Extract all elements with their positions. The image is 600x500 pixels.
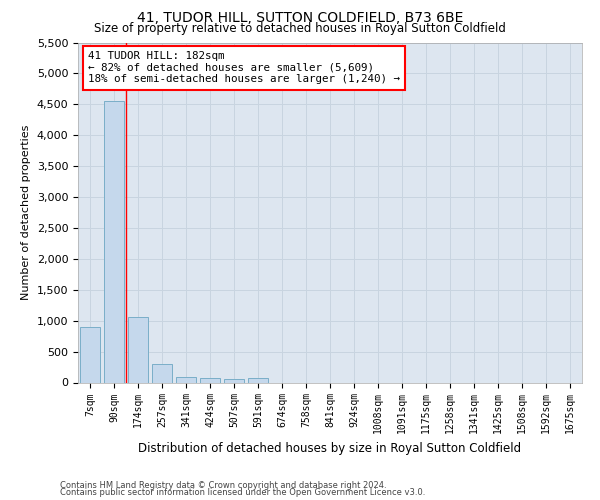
Bar [128,317,148,382]
Text: 41, TUDOR HILL, SUTTON COLDFIELD, B73 6BE: 41, TUDOR HILL, SUTTON COLDFIELD, B73 6B… [137,11,463,25]
Bar [176,377,196,382]
Y-axis label: Number of detached properties: Number of detached properties [21,125,31,300]
Bar [80,327,100,382]
Bar [248,378,268,382]
Bar [152,364,172,382]
Text: Size of property relative to detached houses in Royal Sutton Coldfield: Size of property relative to detached ho… [94,22,506,35]
Text: Contains public sector information licensed under the Open Government Licence v3: Contains public sector information licen… [60,488,425,497]
Text: 41 TUDOR HILL: 182sqm
← 82% of detached houses are smaller (5,609)
18% of semi-d: 41 TUDOR HILL: 182sqm ← 82% of detached … [88,51,400,84]
Bar [200,378,220,382]
Text: Contains HM Land Registry data © Crown copyright and database right 2024.: Contains HM Land Registry data © Crown c… [60,481,386,490]
Bar [224,379,244,382]
Bar [104,101,124,382]
X-axis label: Distribution of detached houses by size in Royal Sutton Coldfield: Distribution of detached houses by size … [139,442,521,454]
